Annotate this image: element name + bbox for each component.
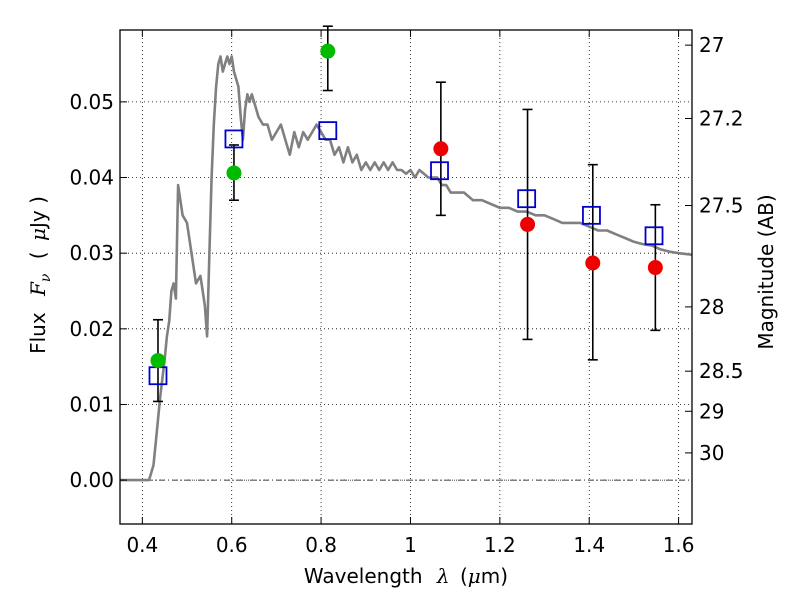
y2-axis-label: Magnitude (AB) [754,194,778,349]
y-axis-label-unit-mu: μ [26,228,50,241]
x-axis-label-unit-mu: μ [468,564,481,588]
y2-tick-label: 27.5 [699,194,744,218]
y2-tick-label: 30 [699,441,724,465]
y-axis-label-unit-open: ( [26,251,50,259]
y-tick-label: 0.00 [69,468,114,492]
x-tick-label: 1 [404,533,417,557]
y2-tick-label: 28.5 [699,359,744,383]
template-point-square [318,121,338,141]
red-data-point [585,255,601,271]
y-axis-label-prefix: Flux [26,312,50,354]
y-axis-label-unit-rest: Jy ) [26,196,50,230]
y2-tick-label: 28 [699,295,724,319]
x-tick-label: 0.4 [126,533,158,557]
y-tick-label: 0.05 [69,90,114,114]
y-tick-label: 0.01 [69,392,114,416]
y-tick-label: 0.02 [69,317,114,341]
x-tick-label: 1.4 [573,533,605,557]
y-axis-label: Flux Fν ( μJy ) [26,196,55,354]
red-data-point [520,216,536,232]
x-axis-label-prefix: Wavelength [304,564,423,588]
x-axis-label: Wavelength λ (μm) [304,564,508,588]
y-tick-label: 0.04 [69,166,114,190]
y2-tick-label: 29 [699,399,724,423]
x-tick-label: 0.6 [216,533,248,557]
grid-lines [120,30,692,524]
template-point-square [582,205,601,225]
plot-frame [119,29,693,525]
y-axis-label-symbol: F [26,281,50,297]
y-tick-label: 0.03 [69,241,114,265]
green-data-point [226,165,242,181]
red-data-point [647,260,663,276]
green-data-point [320,43,336,59]
template-point-square [224,129,244,149]
y2-tick-label: 27.2 [699,107,744,131]
red-data-point [433,141,449,157]
template-point-square [430,161,449,181]
x-axis-label-symbol: λ [436,564,450,588]
x-tick-label: 1.2 [484,533,516,557]
plot-series [120,25,693,482]
y2-tick-label: 27 [699,33,724,57]
model-spectrum-line [120,55,693,482]
axis-ticks: 0.4 0.6 0.8 1 1.2 1.4 1.6 0.00 0.01 0.02 0.03 0.04 0… [69,30,744,557]
x-tick-label: 1.6 [663,533,695,557]
x-axis-label-unit-open: ( [460,564,468,588]
x-axis-label-unit-rest: m) [481,564,508,588]
x-tick-label: 0.8 [305,533,337,557]
template-point-square [517,189,537,209]
template-point-square [644,226,664,246]
y-axis-label-subscript: ν [38,273,54,282]
green-data-point [150,353,166,369]
